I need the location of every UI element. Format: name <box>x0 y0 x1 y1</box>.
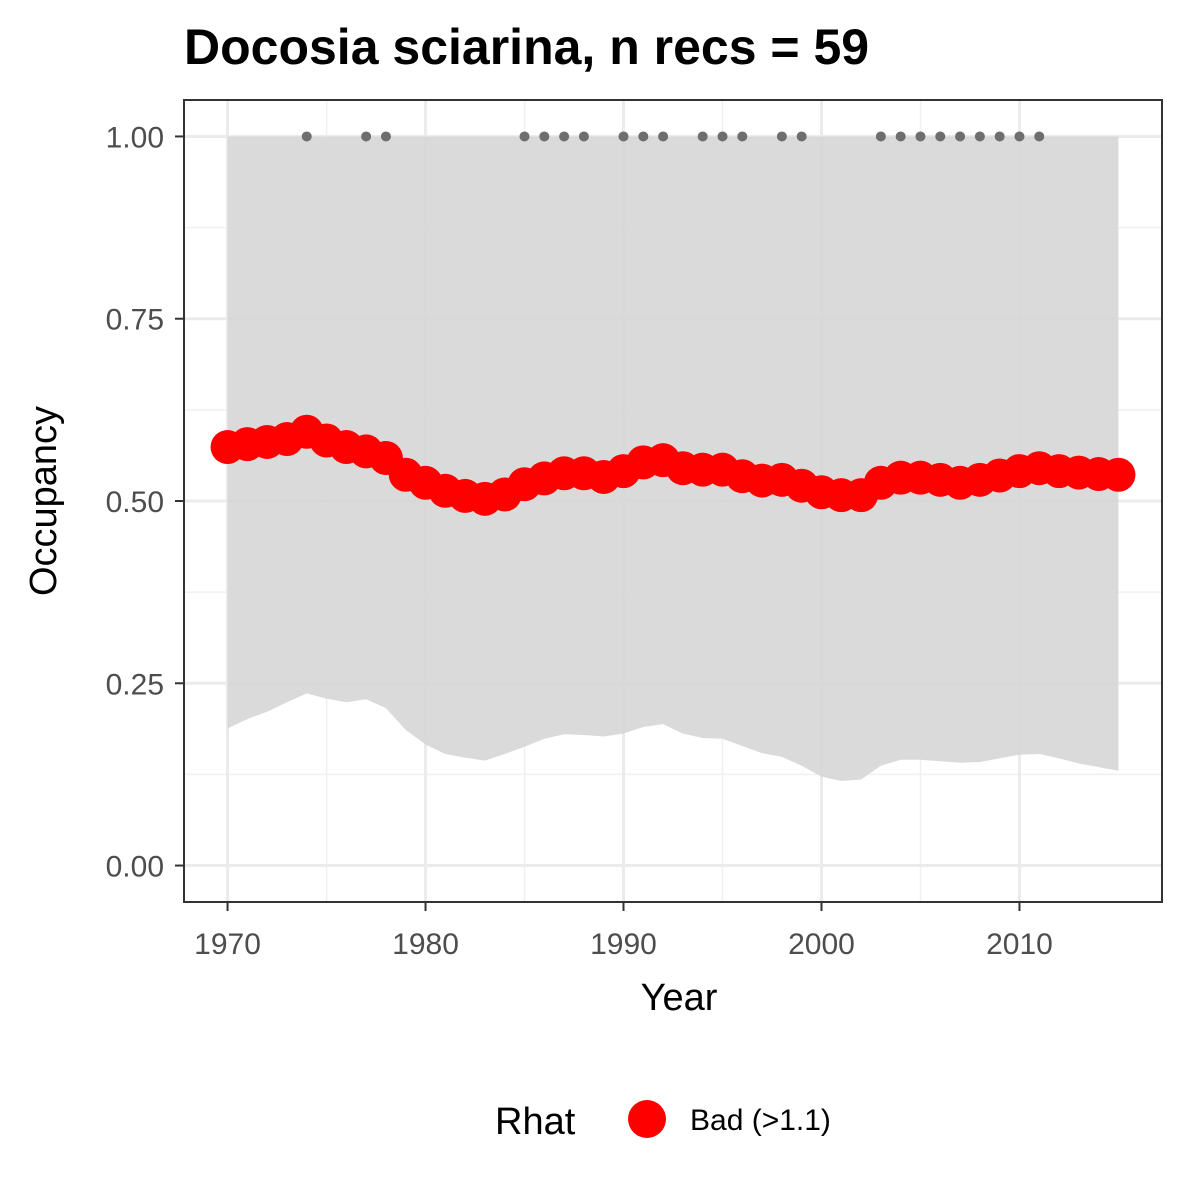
record-point <box>361 131 372 142</box>
record-point <box>974 131 985 142</box>
record-point <box>915 131 926 142</box>
record-point <box>1034 131 1045 142</box>
record-point <box>1014 131 1025 142</box>
y-tick-label: 0.50 <box>106 486 164 519</box>
record-point <box>776 131 787 142</box>
y-tick-label: 0.25 <box>106 668 164 701</box>
record-point <box>578 131 589 142</box>
legend-key-bad <box>628 1100 666 1138</box>
x-tick-label: 1990 <box>590 928 657 961</box>
record-point <box>519 131 530 142</box>
record-point <box>994 131 1005 142</box>
x-tick-label: 2010 <box>986 928 1053 961</box>
y-axis: 0.00 0.25 0.50 0.75 1.00 <box>106 121 184 884</box>
legend-title: Rhat <box>495 1101 576 1143</box>
record-point <box>717 131 728 142</box>
record-point <box>935 131 946 142</box>
occupancy-point <box>1101 457 1136 492</box>
record-point <box>658 131 669 142</box>
record-point <box>539 131 550 142</box>
chart-title: Docosia sciarina, n recs = 59 <box>184 19 869 75</box>
x-axis-title: Year <box>641 977 718 1019</box>
record-point <box>737 131 748 142</box>
y-tick-label: 0.75 <box>106 304 164 337</box>
record-point <box>380 131 391 142</box>
record-point <box>895 131 906 142</box>
legend: Rhat Bad (>1.1) <box>495 1100 831 1143</box>
record-point <box>559 131 570 142</box>
record-point <box>301 131 312 142</box>
record-point <box>618 131 629 142</box>
y-tick-label: 1.00 <box>106 121 164 154</box>
x-tick-label: 2000 <box>788 928 855 961</box>
occupancy-points <box>210 414 1136 516</box>
record-point <box>796 131 807 142</box>
record-point <box>955 131 966 142</box>
legend-label-bad: Bad (>1.1) <box>690 1104 831 1137</box>
record-point <box>638 131 649 142</box>
record-point <box>697 131 708 142</box>
y-tick-label: 0.00 <box>106 851 164 884</box>
plot-panel <box>183 99 1163 903</box>
x-tick-label: 1970 <box>194 928 261 961</box>
record-points <box>301 131 1045 142</box>
x-tick-label: 1980 <box>392 928 459 961</box>
record-point <box>875 131 886 142</box>
y-axis-title: Occupancy <box>23 406 65 596</box>
x-axis: 1970 1980 1990 2000 2010 <box>194 902 1053 961</box>
